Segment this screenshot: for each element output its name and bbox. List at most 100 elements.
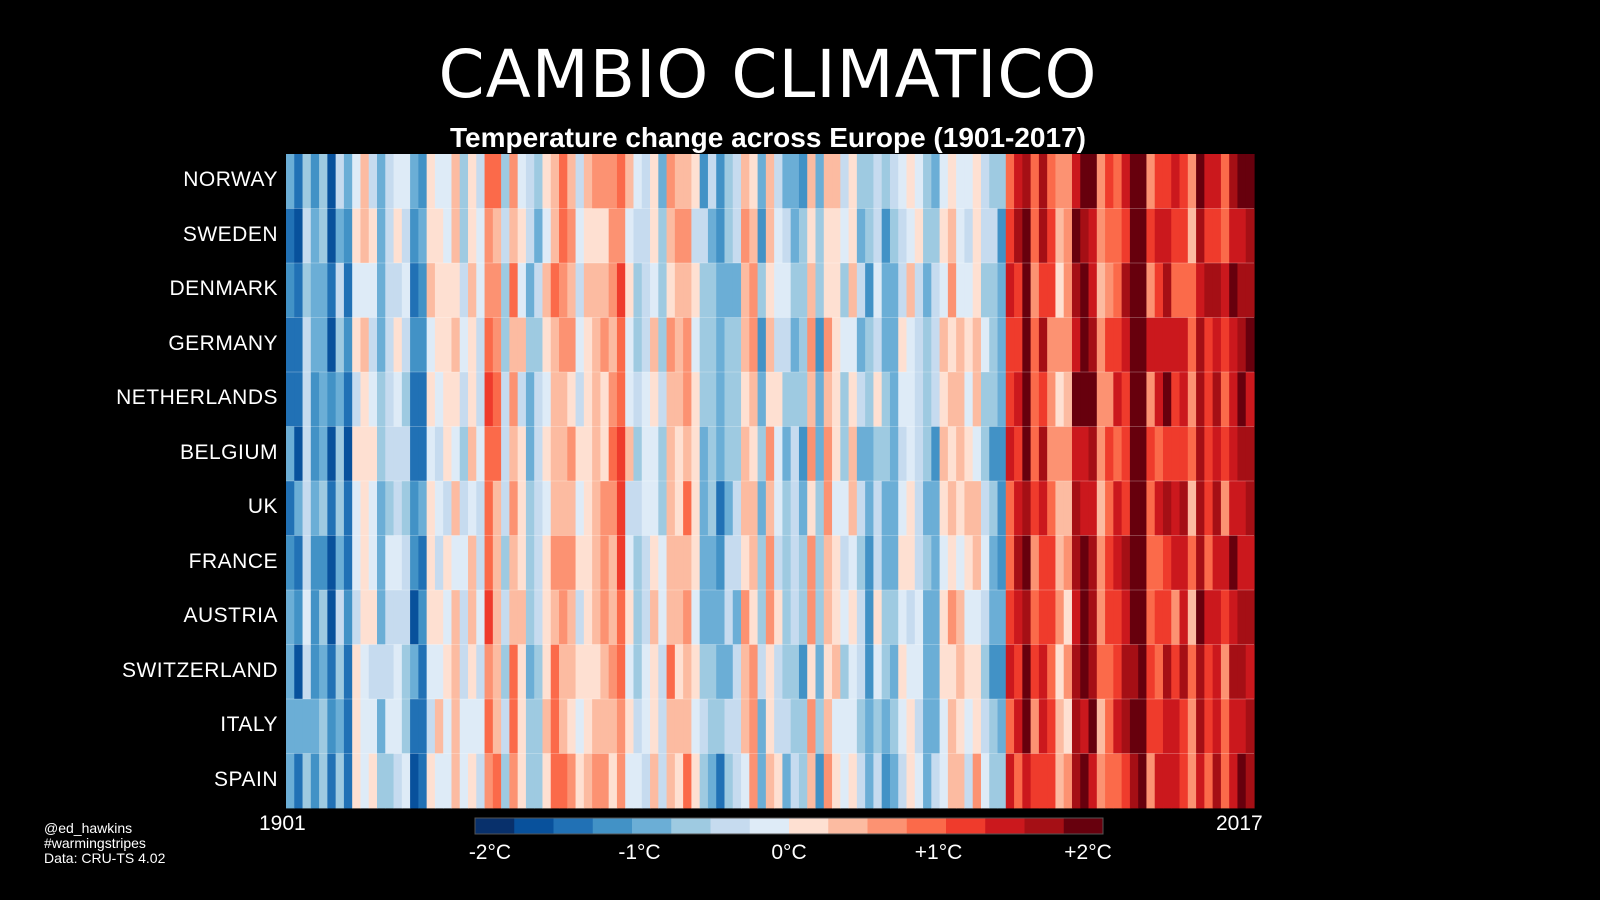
stripe-cell bbox=[749, 372, 759, 427]
stripe-cell bbox=[790, 208, 800, 264]
stripe-cell bbox=[989, 372, 999, 427]
stripe-cell bbox=[335, 753, 345, 809]
stripe-cell bbox=[980, 644, 990, 700]
stripe-cell bbox=[1071, 154, 1081, 209]
stripe-cell bbox=[848, 699, 858, 754]
stripe-cell bbox=[401, 317, 411, 373]
stripe-cell bbox=[302, 372, 312, 427]
stripe-cell bbox=[633, 753, 643, 809]
row-label-norway: NORWAY bbox=[183, 168, 278, 192]
stripe-cell bbox=[741, 535, 750, 591]
stripe-cell bbox=[1022, 263, 1032, 318]
stripe-cell bbox=[699, 426, 709, 482]
stripe-cell bbox=[1196, 753, 1205, 809]
stripe-cell bbox=[873, 644, 883, 700]
stripe-cell bbox=[658, 481, 668, 536]
stripe-cell bbox=[418, 208, 428, 264]
stripe-cell bbox=[1146, 372, 1156, 427]
stripe-cell bbox=[815, 154, 825, 209]
stripe-cell bbox=[683, 317, 692, 373]
stripe-cell bbox=[302, 208, 312, 264]
stripe-cell bbox=[1071, 208, 1081, 264]
stripe-cell bbox=[575, 426, 585, 482]
stripe-cell bbox=[550, 644, 560, 700]
stripe-cell bbox=[923, 426, 932, 482]
stripe-cell bbox=[1162, 208, 1172, 264]
stripe-cell bbox=[492, 154, 502, 209]
stripe-cell bbox=[360, 263, 370, 318]
stripe-cell bbox=[1063, 208, 1073, 264]
stripe-cell bbox=[1088, 644, 1098, 700]
stripe-cell bbox=[881, 317, 891, 373]
stripe-cell bbox=[1154, 753, 1164, 809]
stripe-cell bbox=[517, 263, 527, 318]
stripe-cell bbox=[294, 372, 304, 427]
stripe-cell bbox=[517, 590, 527, 645]
stripe-cell bbox=[774, 426, 784, 482]
stripe-cell bbox=[666, 699, 676, 754]
stripe-cell bbox=[691, 426, 701, 482]
stripe-cell bbox=[1014, 208, 1023, 264]
stripe-cell bbox=[302, 590, 312, 645]
stripe-cell bbox=[699, 154, 709, 209]
stripe-cell bbox=[757, 753, 767, 809]
stripe-cell bbox=[368, 644, 378, 700]
stripe-cell bbox=[286, 154, 295, 209]
stripe-cell bbox=[575, 263, 585, 318]
stripe-cell bbox=[889, 753, 899, 809]
stripe-cell bbox=[360, 154, 370, 209]
stripe-cell bbox=[410, 372, 419, 427]
stripe-cell bbox=[707, 535, 717, 591]
stripe-cell bbox=[782, 426, 792, 482]
stripe-cell bbox=[1162, 644, 1172, 700]
stripe-cell bbox=[865, 535, 875, 591]
stripe-cell bbox=[972, 426, 982, 482]
stripe-cell bbox=[898, 372, 908, 427]
stripe-cell bbox=[923, 481, 932, 536]
stripe-cell bbox=[377, 644, 386, 700]
stripe-cell bbox=[906, 426, 916, 482]
stripe-cell bbox=[1055, 426, 1065, 482]
stripe-cell bbox=[641, 263, 651, 318]
stripe-cell bbox=[1196, 535, 1205, 591]
colorbar-swatch bbox=[592, 818, 633, 834]
stripe-cell bbox=[964, 263, 974, 318]
stripe-cell bbox=[1146, 699, 1156, 754]
stripe-cell bbox=[509, 753, 519, 809]
stripe-cell bbox=[567, 317, 577, 373]
stripe-cell bbox=[889, 644, 899, 700]
stripe-cell bbox=[352, 644, 362, 700]
stripe-cell bbox=[790, 426, 800, 482]
stripe-cell bbox=[1237, 535, 1247, 591]
stripe-cell bbox=[343, 208, 353, 264]
stripe-cell bbox=[492, 644, 502, 700]
stripe-cell bbox=[774, 644, 784, 700]
stripe-cell bbox=[674, 317, 684, 373]
stripe-cell bbox=[352, 481, 362, 536]
stripe-cell bbox=[856, 699, 866, 754]
stripe-cell bbox=[939, 590, 949, 645]
stripe-cell bbox=[840, 753, 850, 809]
stripe-cell bbox=[1229, 208, 1239, 264]
stripe-cell bbox=[468, 263, 477, 318]
stripe-cell bbox=[1179, 154, 1189, 209]
stripe-cell bbox=[633, 263, 643, 318]
stripe-cell bbox=[377, 535, 386, 591]
stripe-cell bbox=[898, 644, 908, 700]
stripe-cell bbox=[385, 753, 395, 809]
stripe-cell bbox=[832, 753, 841, 809]
stripe-cell bbox=[567, 753, 577, 809]
stripe-cell bbox=[616, 535, 626, 591]
stripe-cell bbox=[616, 372, 626, 427]
stripe-cell bbox=[1220, 372, 1230, 427]
row-label-denmark: DENMARK bbox=[169, 277, 278, 301]
stripe-cell bbox=[368, 535, 378, 591]
stripe-cell bbox=[434, 317, 444, 373]
stripe-cell bbox=[459, 372, 469, 427]
stripe-cell bbox=[633, 317, 643, 373]
stripe-cell bbox=[484, 372, 494, 427]
stripe-cell bbox=[906, 699, 916, 754]
stripe-cell bbox=[1071, 263, 1081, 318]
stripe-cell bbox=[559, 372, 568, 427]
stripe-cell bbox=[492, 372, 502, 427]
